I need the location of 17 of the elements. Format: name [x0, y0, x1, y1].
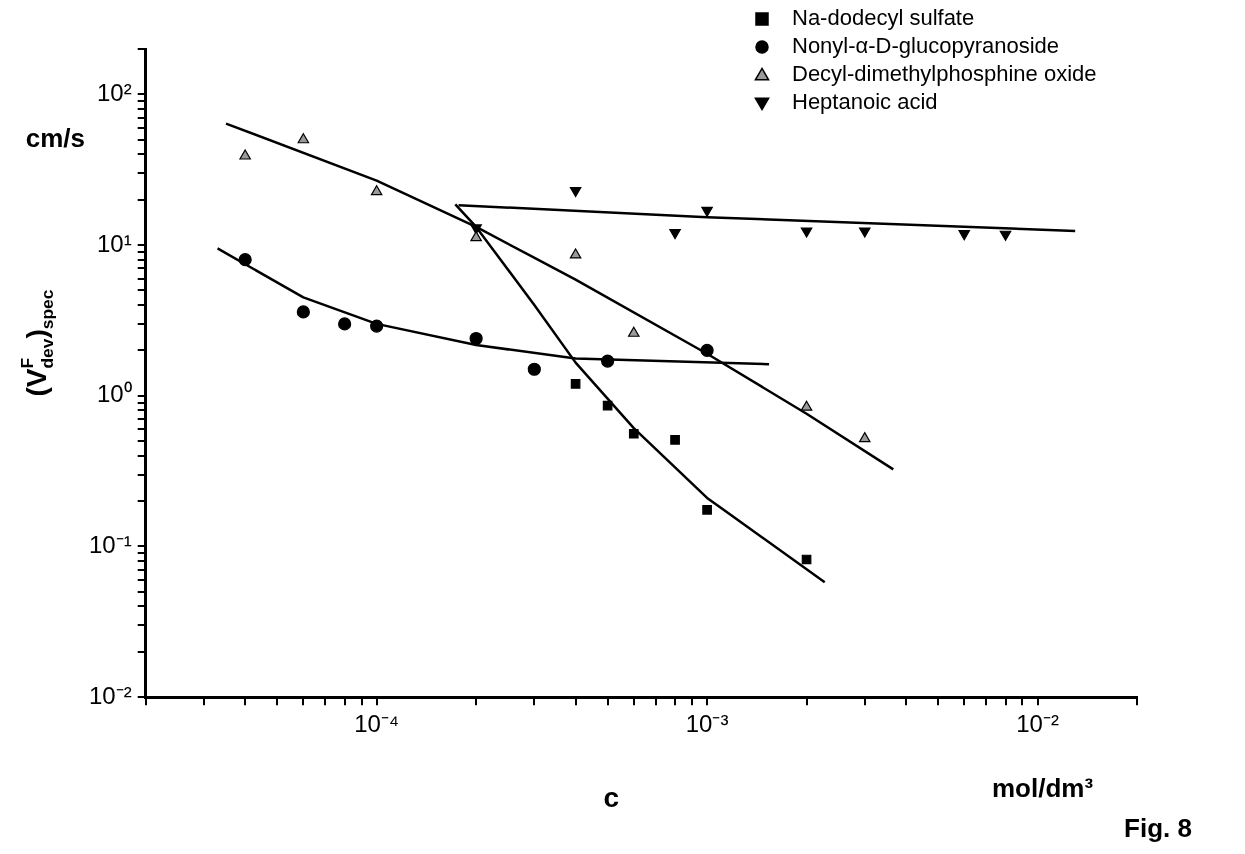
y-tick-label: 10⁻¹ [89, 531, 132, 559]
legend-label: Heptanoic acid [792, 89, 938, 115]
y-axis-title: (VFdev)spec [17, 289, 57, 397]
legend-label: Na-dodecyl sulfate [792, 5, 975, 31]
x-tick-label: 10⁻² [1016, 710, 1059, 738]
x-tick-label: 10⁻⁴ [354, 710, 400, 738]
x-tick-label: 10⁻³ [685, 710, 729, 738]
legend-label: Decyl-dimethylphosphine oxide [792, 61, 1097, 87]
y-tick-label: 10¹ [97, 229, 132, 257]
y-tick-label: 10⁰ [96, 380, 132, 408]
legend-label: Nonyl-α-D-glucopyranoside [792, 33, 1060, 59]
text: cm/s [25, 123, 85, 153]
caption: Fig. 8 [1124, 813, 1193, 844]
text: mol/dm³ [992, 773, 1094, 804]
x-axis-title: c [603, 782, 620, 814]
y-tick-label: 10⁻² [89, 681, 132, 709]
y-tick-label: 10² [97, 78, 132, 106]
